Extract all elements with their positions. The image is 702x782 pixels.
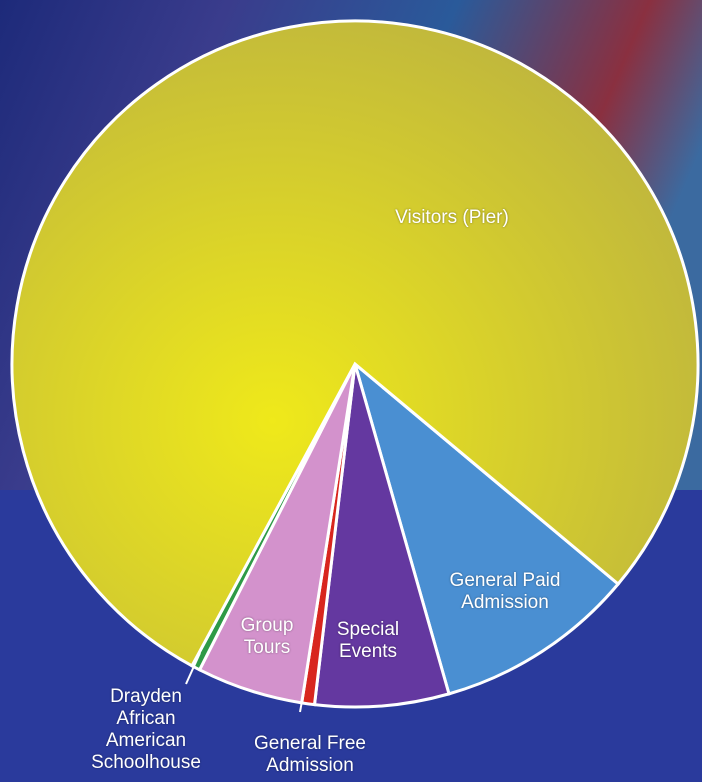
slice-label: General Paid Admission: [435, 570, 575, 614]
slice-label: Group Tours: [232, 615, 302, 659]
page: General Paid Admission Special Events Ge…: [0, 0, 702, 782]
slice-label: General Free Admission: [240, 733, 380, 777]
slice-label: Drayden African American Schoolhouse: [81, 686, 211, 774]
chart: [0, 0, 702, 782]
slice-label: Special Events: [328, 619, 408, 663]
slice-label: Visitors (Pier): [352, 207, 552, 229]
